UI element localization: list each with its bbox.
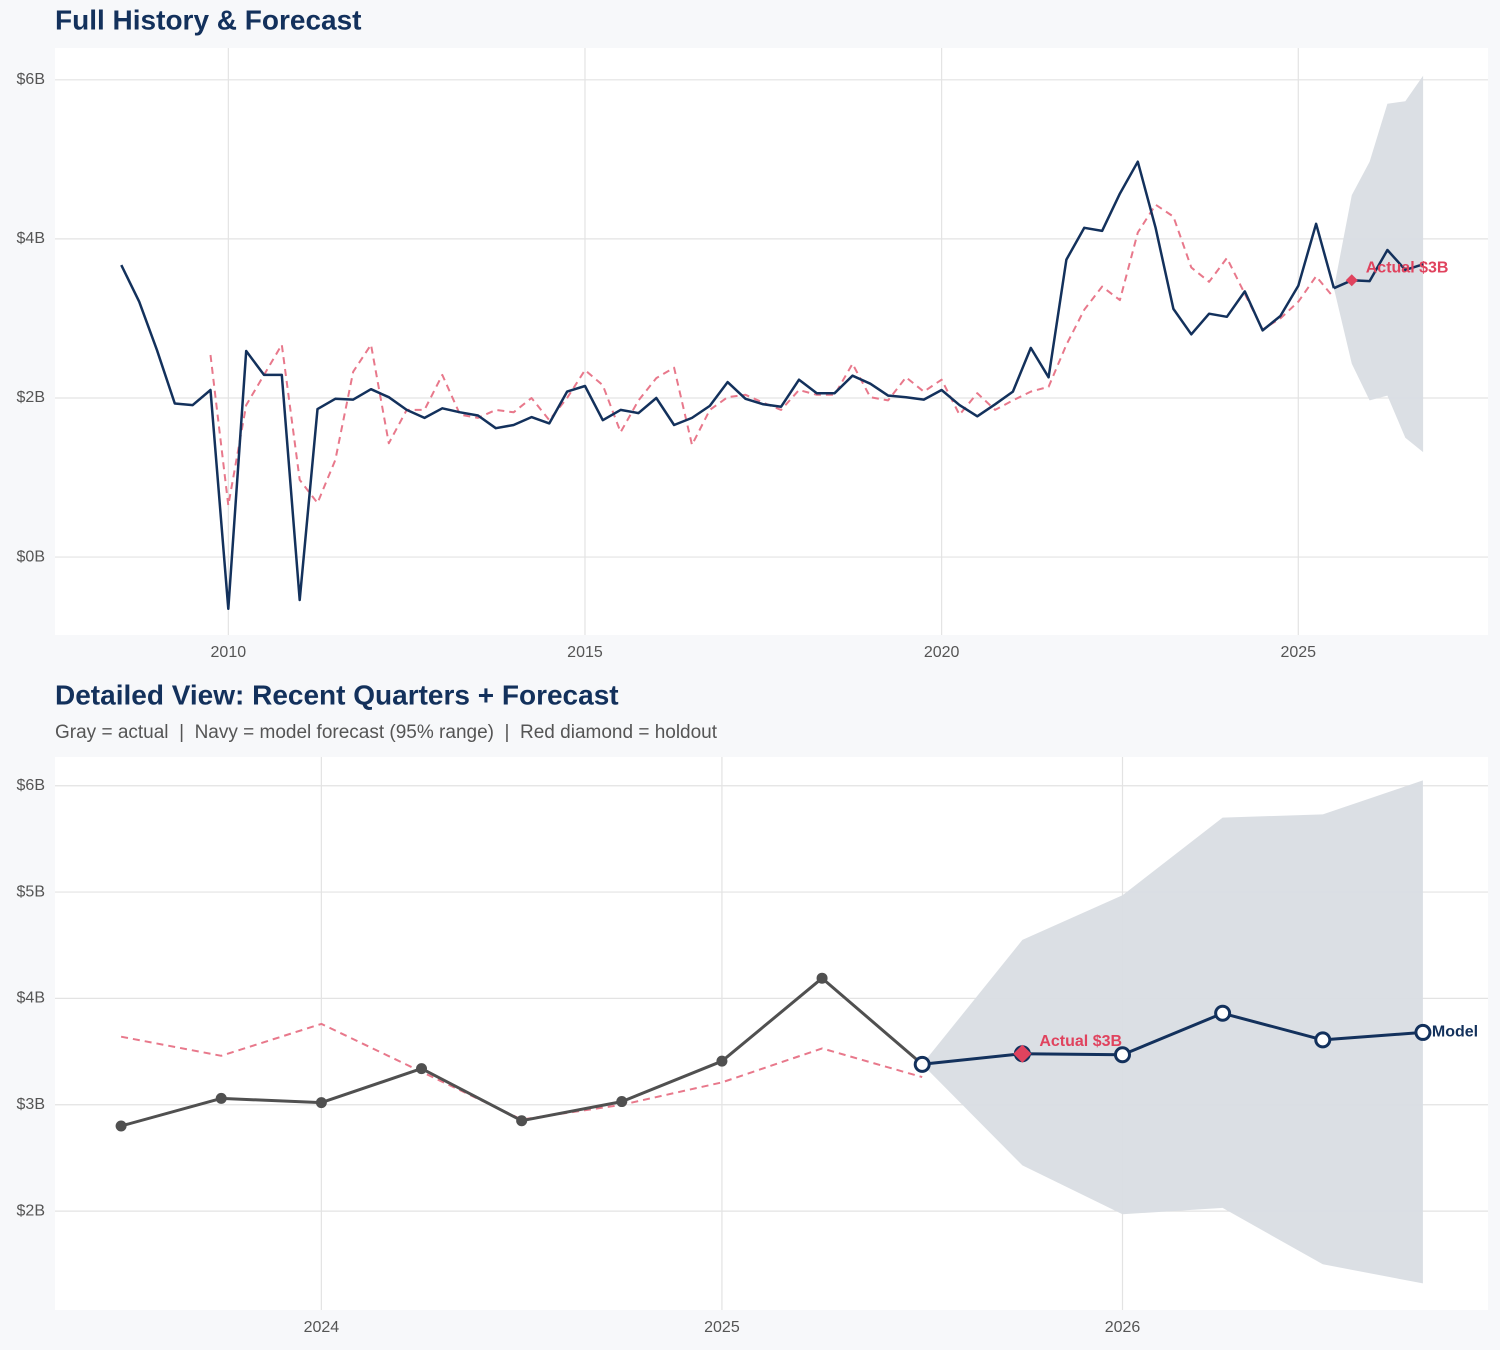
series-line — [120, 160, 1336, 611]
x-tick-label: 2025 — [704, 1319, 740, 1336]
holdout-marker — [1345, 274, 1358, 287]
data-point — [716, 1055, 728, 1067]
y-tick-label: $4B — [17, 990, 45, 1007]
x-tick-label: 2010 — [211, 644, 247, 661]
chart-subtitle: Gray = actual | Navy = model forecast (9… — [55, 722, 718, 743]
forecast-point — [1314, 1031, 1332, 1049]
holdout-marker — [1013, 1044, 1032, 1063]
forecast-point — [1414, 1023, 1432, 1041]
forecast-band — [922, 780, 1423, 1284]
holdout-label: Actual $3B — [1039, 1033, 1122, 1050]
data-point — [816, 972, 828, 984]
x-tick-label: 2024 — [304, 1319, 340, 1336]
x-tick-label: 2025 — [1280, 644, 1316, 661]
y-tick-label: $4B — [17, 230, 45, 247]
x-tick-label: 2020 — [924, 644, 960, 661]
x-tick-label: 2015 — [567, 644, 603, 661]
data-point — [215, 1092, 227, 1104]
data-point — [616, 1096, 628, 1108]
data-point — [315, 1097, 327, 1109]
series-label: Model — [1432, 1024, 1478, 1041]
series-line — [922, 1011, 1424, 1066]
fitted-line — [120, 1022, 923, 1121]
y-tick-label: $6B — [17, 777, 45, 794]
chart-title: Detailed View: Recent Quarters + Forecas… — [55, 679, 619, 710]
y-tick-label: $2B — [17, 389, 45, 406]
holdout-label: Actual $3B — [1366, 259, 1449, 276]
y-tick-label: $0B — [17, 548, 45, 565]
y-tick-label: $2B — [17, 1202, 45, 1219]
y-tick-label: $3B — [17, 1096, 45, 1113]
plot-area — [55, 48, 1488, 635]
data-point — [115, 1120, 127, 1132]
data-point — [516, 1115, 528, 1127]
forecast-point — [1214, 1004, 1232, 1022]
forecast-point — [913, 1055, 931, 1073]
forecast-point — [1113, 1046, 1131, 1064]
data-point — [416, 1063, 428, 1075]
x-tick-label: 2026 — [1105, 1319, 1141, 1336]
y-tick-label: $6B — [17, 71, 45, 88]
y-tick-label: $5B — [17, 883, 45, 900]
chart-title: Full History & Forecast — [55, 4, 362, 35]
